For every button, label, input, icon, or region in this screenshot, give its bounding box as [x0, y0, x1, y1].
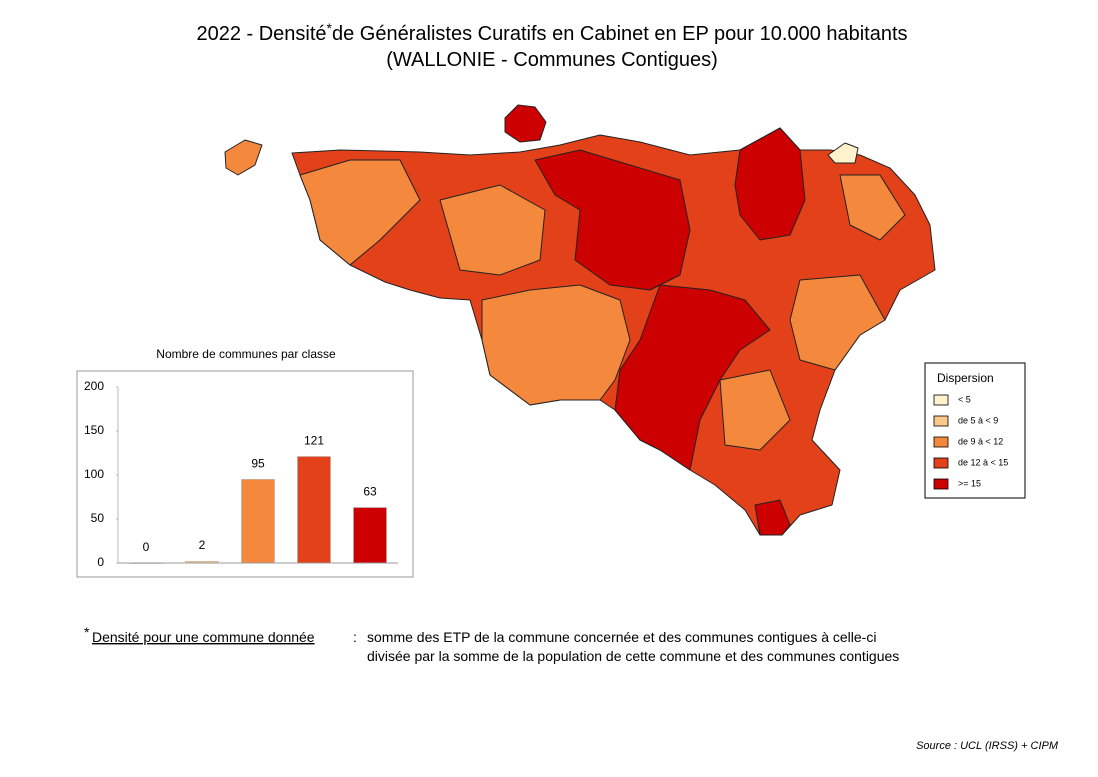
region [614, 284, 771, 471]
data-label: 95 [251, 456, 265, 470]
y-tick-label: 150 [84, 423, 104, 437]
legend-label: < 5 [958, 394, 971, 404]
data-label: 2 [199, 538, 206, 552]
footnote-line2: divisée par la somme de la population de… [367, 648, 899, 664]
legend-swatch [933, 436, 949, 448]
legend-label: >= 15 [958, 478, 981, 488]
y-tick-label: 0 [97, 555, 104, 569]
region [719, 369, 791, 451]
footnote-line1: somme des ETP de la commune concernée et… [367, 629, 876, 645]
bar [241, 479, 275, 564]
title-end: de Généralistes Curatifs en Cabinet en E… [332, 23, 908, 45]
bar [353, 507, 387, 564]
legend-swatch [933, 394, 949, 406]
title-line1: 2022 - Densité*de Généralistes Curatifs … [196, 20, 907, 45]
legend-title: Dispersion [937, 371, 994, 385]
region [734, 127, 806, 241]
footnote-separator: : [353, 629, 357, 645]
y-tick-label: 200 [84, 379, 104, 393]
region [839, 174, 906, 241]
region [754, 499, 791, 536]
region [224, 139, 263, 176]
title-asterisk: * [327, 20, 333, 36]
bar [297, 456, 331, 564]
bar-inset: Nombre de communes par classe 0 50 100 150 2… [76, 347, 414, 578]
legend-swatch [933, 457, 949, 469]
region [504, 104, 547, 143]
legend-swatch [933, 415, 949, 427]
legend: Dispersion < 5 de 5 à < 9 de 9 à < 12 de 12… [924, 362, 1026, 499]
data-label: 0 [143, 540, 150, 554]
region [481, 284, 631, 406]
region [789, 274, 886, 371]
region [299, 159, 421, 266]
y-tick-label: 100 [84, 467, 104, 481]
footnote-asterisk: * [84, 624, 90, 640]
region [827, 142, 859, 164]
data-label: 121 [304, 434, 324, 448]
region [439, 184, 546, 276]
legend-label: de 5 à < 9 [958, 415, 998, 425]
title-start: 2022 - Densité [196, 23, 326, 45]
y-tick-label: 50 [91, 511, 105, 525]
title-line2: (WALLONIE - Communes Contigues) [386, 49, 718, 71]
map [224, 104, 936, 536]
footnote-term: Densité pour une commune donnée [92, 629, 315, 645]
legend-label: de 9 à < 12 [958, 436, 1003, 446]
legend-label: de 12 à < 15 [958, 457, 1008, 467]
legend-swatch [933, 478, 949, 490]
legend-frame [924, 362, 1026, 499]
source: Source : UCL (IRSS) + CIPM [916, 740, 1059, 752]
inset-title: Nombre de communes par classe [156, 347, 336, 361]
data-label: 63 [363, 485, 377, 499]
region [534, 149, 691, 291]
